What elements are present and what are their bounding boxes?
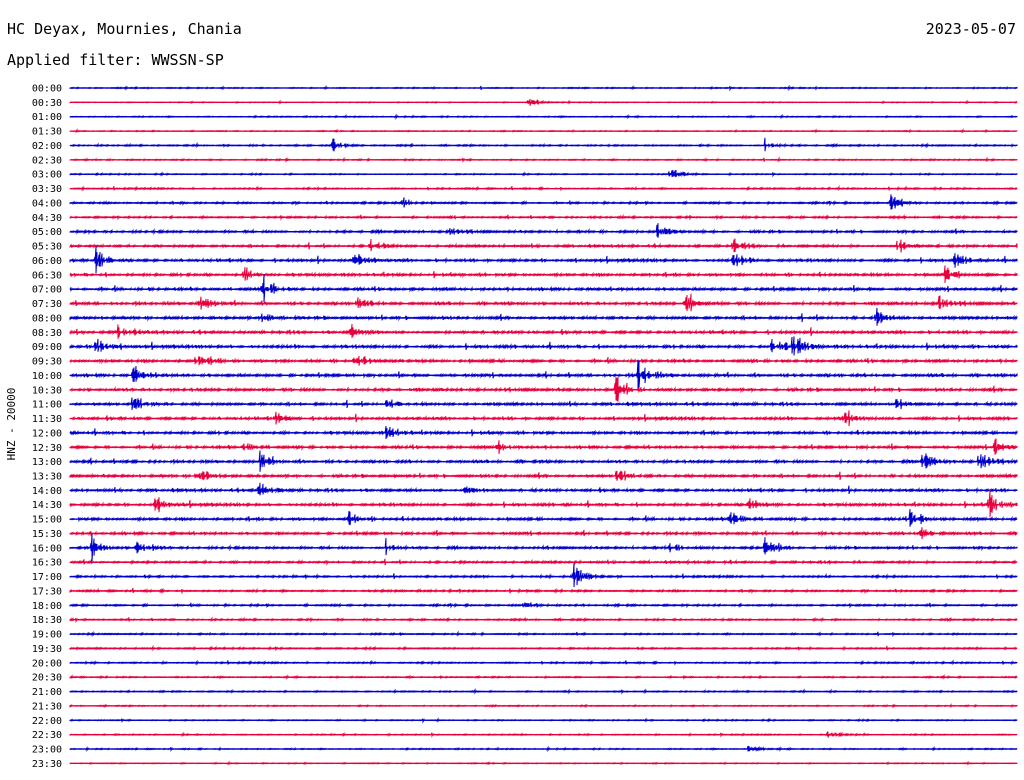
row-time-label: 01:30 xyxy=(32,127,62,138)
row-time-label: 18:30 xyxy=(32,615,62,626)
row-time-label: 19:00 xyxy=(32,630,62,641)
row-time-label: 21:30 xyxy=(32,701,62,712)
row-time-label: 18:00 xyxy=(32,601,62,612)
trace-line xyxy=(69,438,1018,455)
date-label: 2023-05-07 xyxy=(925,20,1016,38)
row-time-label: 03:30 xyxy=(32,184,62,195)
row-time-label: 00:00 xyxy=(32,84,62,95)
row-time-label: 00:30 xyxy=(32,98,62,109)
trace-line xyxy=(69,137,1018,152)
row-time-label: 01:00 xyxy=(32,112,62,123)
row-time-label: 15:00 xyxy=(32,515,62,526)
row-time-label: 08:30 xyxy=(32,328,62,339)
trace-line xyxy=(69,293,1018,312)
row-time-label: 10:00 xyxy=(32,371,62,382)
row-time-label: 19:30 xyxy=(32,644,62,655)
row-time-label: 02:30 xyxy=(32,155,62,166)
row-time-label: 10:30 xyxy=(32,385,62,396)
row-time-label: 12:30 xyxy=(32,443,62,454)
row-time-label: 12:00 xyxy=(32,428,62,439)
row-time-label: 15:30 xyxy=(32,529,62,540)
row-time-label: 14:30 xyxy=(32,500,62,511)
row-time-label: 22:00 xyxy=(32,716,62,727)
row-time-label: 04:30 xyxy=(32,213,62,224)
trace-line xyxy=(69,307,1018,326)
row-time-label: 13:00 xyxy=(32,457,62,468)
row-time-label: 07:30 xyxy=(32,299,62,310)
trace-line xyxy=(69,490,1018,518)
row-time-label: 03:00 xyxy=(32,170,62,181)
row-time-label: 17:00 xyxy=(32,572,62,583)
row-time-label: 20:30 xyxy=(32,673,62,684)
trace-line xyxy=(69,336,1018,356)
row-time-label: 16:30 xyxy=(32,558,62,569)
row-time-label: 13:30 xyxy=(32,471,62,482)
row-time-label: 21:00 xyxy=(32,687,62,698)
trace-line xyxy=(69,509,1018,527)
row-time-label: 05:00 xyxy=(32,227,62,238)
row-time-label: 05:30 xyxy=(32,242,62,253)
row-time-label: 23:30 xyxy=(32,759,62,770)
row-time-label: 17:30 xyxy=(32,586,62,597)
row-time-label: 16:00 xyxy=(32,543,62,554)
row-time-label: 02:00 xyxy=(32,141,62,152)
station-title: HC Deyax, Mournies, Chania xyxy=(7,20,242,38)
trace-line xyxy=(69,169,1018,178)
row-time-label: 11:00 xyxy=(32,400,62,411)
row-label-group: 00:00 00:30 01:00 01:30 02:00 02:30 03:00 03:30… xyxy=(32,84,62,770)
trace-group xyxy=(69,84,1018,766)
row-time-label: 23:00 xyxy=(32,745,62,756)
row-time-label: 07:00 xyxy=(32,285,62,296)
row-time-label: 14:00 xyxy=(32,486,62,497)
trace-line xyxy=(69,359,1018,389)
trace-line xyxy=(69,324,1018,339)
row-time-label: 04:00 xyxy=(32,198,62,209)
row-time-label: 22:30 xyxy=(32,730,62,741)
trace-line xyxy=(69,194,1018,210)
row-time-label: 09:00 xyxy=(32,342,62,353)
trace-line xyxy=(69,274,1018,303)
row-time-label: 11:30 xyxy=(32,414,62,425)
row-time-label: 09:30 xyxy=(32,357,62,368)
row-time-label: 06:30 xyxy=(32,270,62,281)
trace-line xyxy=(69,563,1018,588)
row-time-label: 20:00 xyxy=(32,658,62,669)
trace-line xyxy=(69,482,1018,496)
row-time-label: 06:00 xyxy=(32,256,62,267)
filter-label: Applied filter: WWSSN-SP xyxy=(7,51,224,69)
y-axis-label: HNZ - 20000 xyxy=(5,388,18,461)
trace-line xyxy=(69,223,1018,238)
row-time-label: 08:00 xyxy=(32,313,62,324)
